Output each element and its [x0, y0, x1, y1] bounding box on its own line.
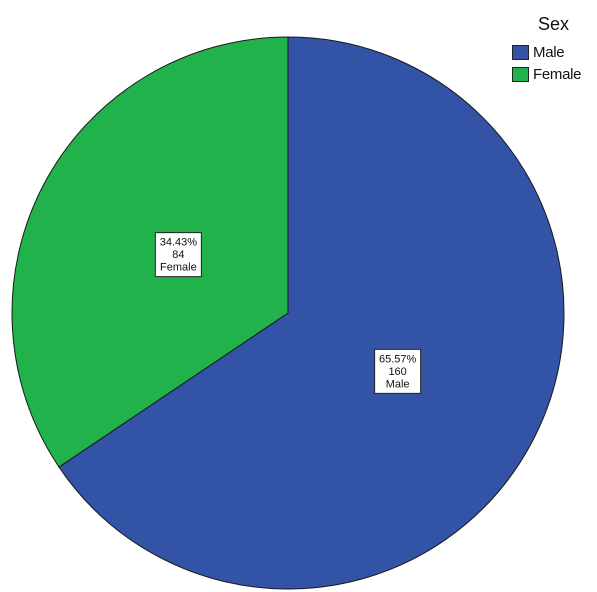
pie-slice-male	[58, 36, 565, 590]
slice-count: 84	[172, 249, 184, 261]
slice-category: Female	[160, 262, 197, 274]
legend-label-female: Female	[533, 65, 582, 83]
legend-item-female: Female	[512, 63, 582, 85]
legend-label-male: Male	[533, 43, 565, 61]
legend-swatch-female	[512, 66, 529, 82]
slice-label-box	[374, 348, 422, 394]
slice-percent: 65.57%	[379, 353, 417, 365]
legend: Sex Male Female	[512, 14, 582, 85]
legend-swatch-male	[512, 44, 529, 60]
legend-item-male: Male	[512, 41, 581, 63]
slice-category: Male	[386, 378, 410, 390]
slice-label-box	[154, 232, 202, 278]
pie-slice-female	[11, 36, 289, 468]
slice-percent: 34.43%	[160, 237, 198, 249]
slice-count: 160	[388, 366, 406, 378]
legend-title: Sex	[538, 14, 570, 34]
